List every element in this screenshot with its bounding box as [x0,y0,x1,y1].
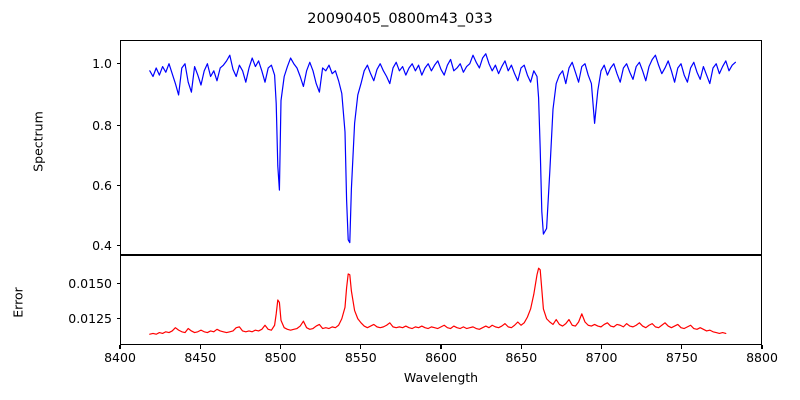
x-tick-label-8550: 8550 [344,350,377,365]
x-tick-label-8650: 8650 [505,350,538,365]
x-tick-mark-8400 [119,345,121,349]
x-axis-label: Wavelength [403,370,479,385]
spectrum-ytick-mark-0-4 [116,244,120,246]
error-ytick-mark-0-0150 [116,282,120,284]
error-ytick-label-0-0125: 0.0125 [68,311,112,326]
x-tick-label-8400: 8400 [104,350,136,365]
spectrum-ytick-mark-0-6 [116,184,120,186]
spectrum-ytick-label-0-8: 0.8 [92,118,112,133]
x-tick-mark-8500 [279,345,282,349]
spectrum-axis-label: Spectrum [30,110,46,172]
error-ytick-mark-0-0125 [116,317,120,319]
x-tick-mark-8450 [199,345,201,349]
spectrum-ytick-mark-0-8 [116,124,120,126]
error-plot-area [120,255,762,345]
x-tick-mark-8600 [440,345,442,349]
x-tick-label-8600: 8600 [425,350,457,365]
x-tick-label-8700: 8700 [585,350,618,365]
x-tick-label-8450: 8450 [184,350,217,365]
x-tick-mark-8550 [360,345,362,349]
error-ytick-label-0-0150: 0.0150 [68,276,112,291]
x-tick-label-8500: 8500 [264,350,297,365]
error-data-line [150,268,726,334]
spectrum-ytick-label-0-4: 0.4 [92,238,112,253]
error-line-series [121,256,761,344]
x-tick-mark-8800 [761,345,763,349]
error-axis-label: Error [10,287,26,318]
x-tick-mark-8750 [681,345,683,349]
spectrum-ytick-label-1-0: 1.0 [92,56,112,71]
chart-title: 20090405_0800m43_033 [307,11,493,27]
x-tick-mark-8650 [520,345,522,349]
spectrum-plot-area [120,40,762,255]
spectrum-line-series [121,41,761,254]
x-tick-label-8800: 8800 [746,350,778,365]
spectrum-ytick-label-0-6: 0.6 [92,178,112,193]
x-tick-label-8750: 8750 [665,350,698,365]
spectrum-data-line [150,54,736,243]
spectrum-ytick-mark-1-0 [116,62,120,64]
x-tick-mark-8700 [600,345,603,349]
